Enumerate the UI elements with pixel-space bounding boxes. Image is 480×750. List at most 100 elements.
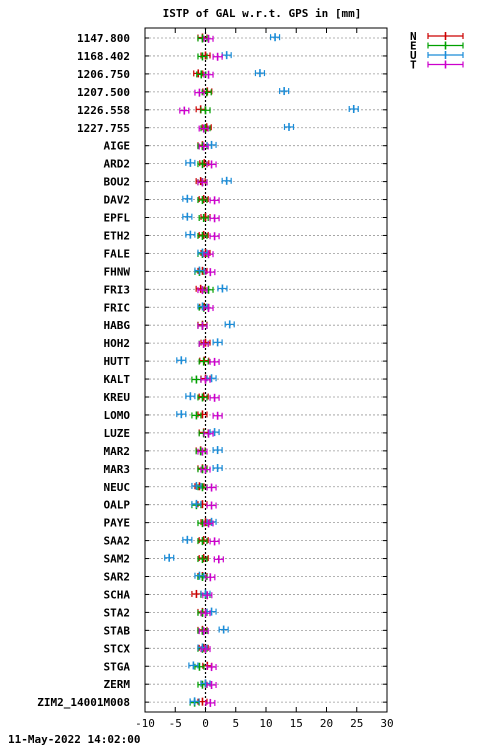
y-tick-label: NEUC bbox=[104, 481, 131, 494]
data-point-t bbox=[209, 232, 220, 241]
data-point-u bbox=[182, 535, 193, 544]
x-tick-label: 20 bbox=[320, 717, 333, 730]
data-point-u bbox=[269, 33, 281, 42]
data-point-t bbox=[206, 681, 217, 689]
grid-layer bbox=[145, 37, 387, 703]
data-point-u bbox=[182, 212, 193, 221]
y-tick-label: 1147.800 bbox=[77, 32, 130, 45]
data-point-u bbox=[212, 464, 223, 472]
data-point-t bbox=[203, 304, 214, 313]
data-point-t bbox=[197, 447, 208, 456]
data-point-u bbox=[206, 374, 217, 383]
legend-marker-n bbox=[427, 32, 464, 40]
data-point-t bbox=[200, 609, 211, 618]
data-point-e bbox=[198, 214, 209, 222]
data-point-e bbox=[197, 231, 208, 240]
data-point-u bbox=[182, 194, 193, 203]
data-point-t bbox=[206, 160, 217, 169]
data-point-t bbox=[179, 106, 190, 115]
y-tick-label: AIGE bbox=[104, 140, 131, 153]
legend-label-e: E bbox=[410, 40, 417, 53]
data-point-u bbox=[188, 661, 199, 670]
y-tick-label: LOMO bbox=[104, 409, 131, 422]
data-point-t bbox=[198, 124, 209, 133]
data-point-e bbox=[197, 196, 208, 205]
data-point-t bbox=[202, 591, 213, 600]
legend-marker-u bbox=[427, 51, 464, 59]
data-point-t bbox=[203, 70, 214, 79]
data-point-u bbox=[197, 302, 208, 311]
data-point-e bbox=[191, 375, 202, 384]
y-tick-label: KREU bbox=[104, 391, 131, 404]
y-tick-label: PAYE bbox=[104, 517, 131, 530]
y-tick-label: HABG bbox=[104, 319, 131, 332]
x-tick-label: -10 bbox=[135, 717, 155, 730]
legend-marker-t bbox=[427, 60, 464, 69]
y-tick-label: FHNW bbox=[104, 265, 131, 278]
data-point-u bbox=[191, 481, 202, 490]
x-tick-label: 15 bbox=[290, 717, 303, 730]
y-tick-label: STAB bbox=[104, 624, 131, 637]
y-tick-label: 1226.558 bbox=[77, 104, 130, 117]
data-point-u bbox=[185, 392, 196, 401]
data-point-t bbox=[197, 178, 208, 187]
y-tick-label: FRIC bbox=[104, 301, 131, 314]
data-point-u bbox=[283, 122, 295, 131]
data-point-u bbox=[224, 320, 235, 329]
legend-marker-e bbox=[427, 41, 464, 50]
data-point-t bbox=[212, 411, 223, 420]
data-point-u bbox=[221, 51, 232, 60]
data-point-t bbox=[198, 627, 209, 636]
x-tick-label: 10 bbox=[259, 717, 272, 730]
data-point-n bbox=[200, 338, 211, 347]
data-point-t bbox=[212, 52, 223, 61]
data-point-t bbox=[209, 196, 220, 205]
data-point-u bbox=[217, 284, 228, 293]
data-point-t bbox=[206, 483, 217, 492]
data-point-u bbox=[218, 625, 229, 634]
data-point-e bbox=[191, 411, 202, 420]
marks-layer bbox=[164, 33, 359, 707]
data-point-u bbox=[254, 69, 266, 78]
data-point-t bbox=[209, 357, 220, 366]
data-point-t bbox=[203, 519, 214, 528]
data-point-t bbox=[194, 88, 205, 97]
data-point-u bbox=[176, 356, 187, 365]
x-axis-ticks: -10 -5 0 5 10 15 20 25 30 bbox=[135, 28, 394, 730]
y-tick-label: ETH2 bbox=[104, 229, 131, 242]
data-point-t bbox=[209, 393, 220, 402]
y-tick-label: BOU2 bbox=[104, 176, 131, 189]
data-point-u bbox=[185, 158, 196, 167]
y-tick-label: MAR3 bbox=[104, 463, 131, 476]
y-tick-label: DAV2 bbox=[104, 194, 131, 207]
y-tick-label: SAM2 bbox=[104, 553, 131, 566]
data-point-u bbox=[212, 446, 223, 455]
data-point-e bbox=[198, 357, 209, 366]
data-point-u bbox=[176, 410, 187, 419]
data-point-u bbox=[206, 607, 217, 616]
data-point-t bbox=[198, 142, 209, 151]
y-tick-label: 1227.755 bbox=[77, 122, 130, 135]
data-point-t bbox=[200, 645, 211, 654]
data-point-u bbox=[209, 428, 220, 437]
timestamp-footer: 11-May-2022 14:02:00 bbox=[8, 733, 140, 746]
data-point-n bbox=[197, 410, 208, 419]
x-tick-label: 0 bbox=[202, 717, 209, 730]
x-tick-label: 30 bbox=[380, 717, 393, 730]
y-tick-label: OALP bbox=[104, 499, 131, 512]
data-point-t bbox=[205, 268, 216, 277]
y-tick-label: EPFL bbox=[104, 212, 131, 225]
data-point-u bbox=[164, 553, 175, 562]
plot-area bbox=[144, 27, 388, 713]
y-tick-label: STA2 bbox=[104, 606, 131, 619]
data-point-e bbox=[194, 662, 205, 671]
data-point-t bbox=[206, 501, 217, 510]
y-tick-label: STCX bbox=[104, 642, 131, 655]
data-point-t bbox=[206, 663, 217, 672]
y-tick-label: LUZE bbox=[104, 427, 131, 440]
data-point-u bbox=[212, 338, 223, 347]
chart-title: ISTP of GAL w.r.t. GPS in [mm] bbox=[163, 7, 362, 20]
